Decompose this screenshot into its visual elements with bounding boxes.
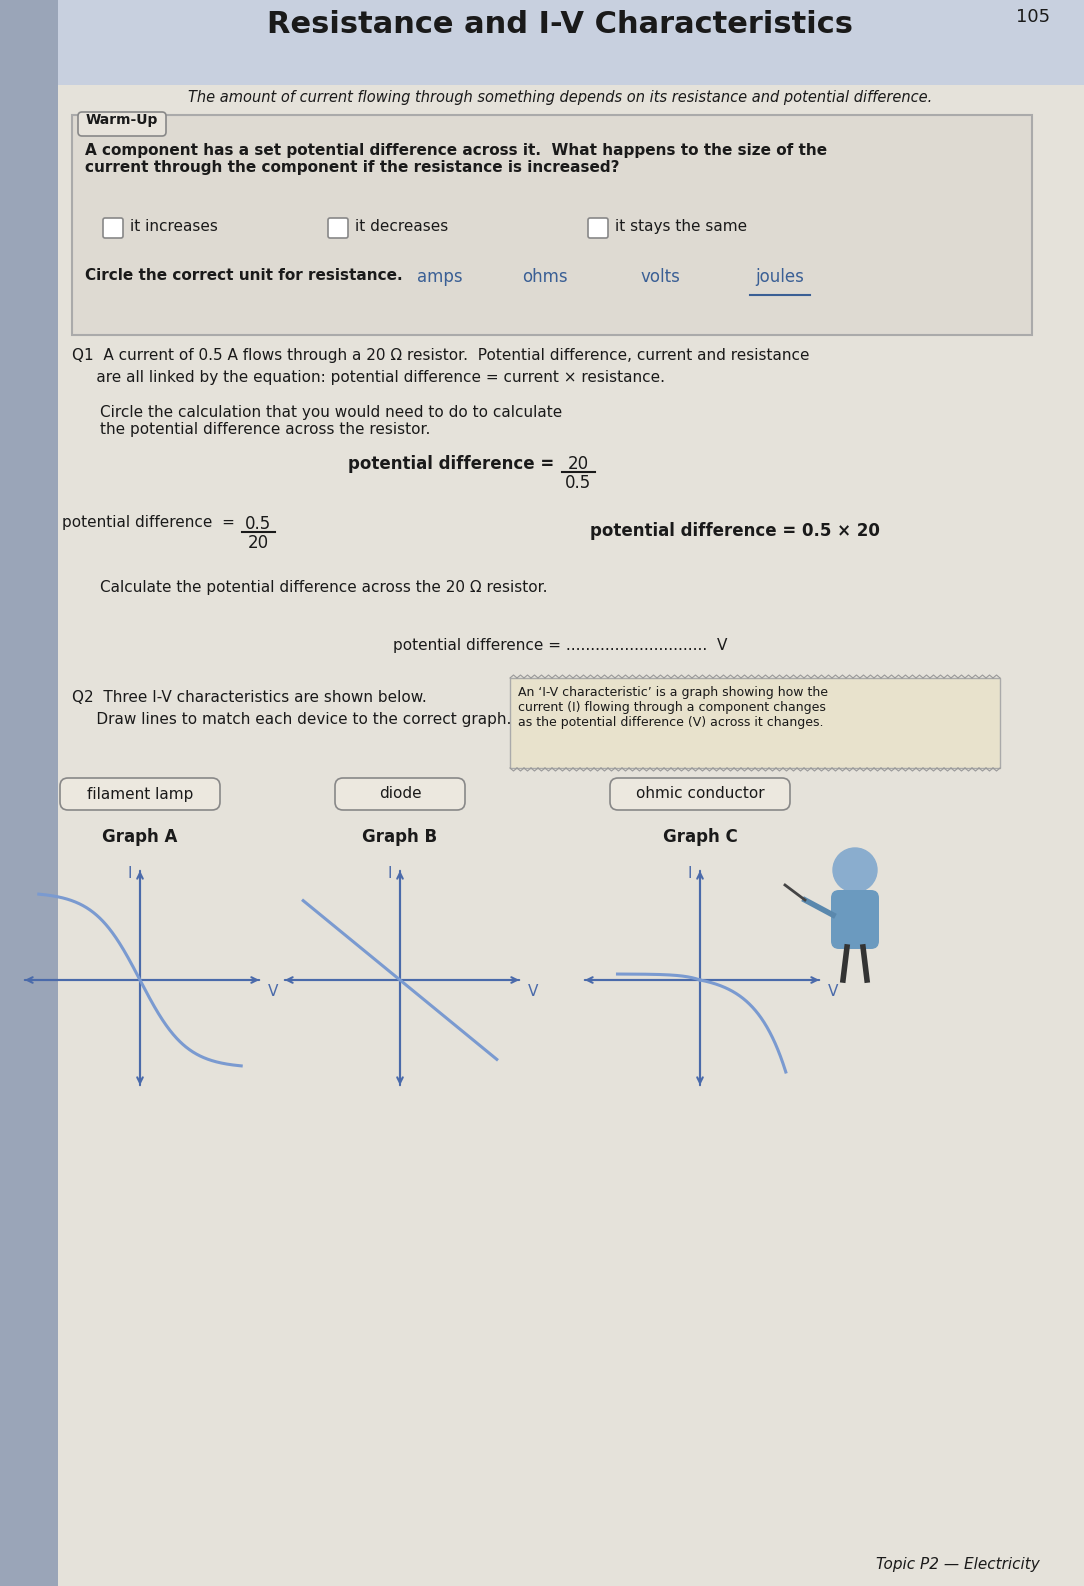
Text: Graph C: Graph C [662,828,737,845]
Text: potential difference = 0.5 × 20: potential difference = 0.5 × 20 [590,522,880,539]
Text: potential difference  =: potential difference = [62,515,240,530]
Text: it decreases: it decreases [354,219,449,235]
FancyBboxPatch shape [103,217,122,238]
Text: potential difference =: potential difference = [348,455,560,473]
Bar [59,0,1084,86]
Text: Warm-Up: Warm-Up [86,113,158,127]
Text: 20: 20 [567,455,589,473]
FancyBboxPatch shape [335,779,465,810]
Text: V: V [268,983,279,999]
Bar [0,0,59,1586]
Text: ohms: ohms [522,268,568,285]
Bar [509,677,1001,768]
Text: diode: diode [378,787,422,801]
Text: Calculate the potential difference across the 20 Ω resistor.: Calculate the potential difference acros… [100,580,547,595]
Text: it increases: it increases [130,219,218,235]
Text: 105: 105 [1016,8,1050,25]
Text: The amount of current flowing through something depends on its resistance and po: The amount of current flowing through so… [188,90,932,105]
Text: Resistance and I-V Characteristics: Resistance and I-V Characteristics [267,10,853,40]
Text: V: V [828,983,838,999]
Text: Circle the calculation that you would need to do to calculate
the potential diff: Circle the calculation that you would ne… [100,404,563,438]
Text: Circle the correct unit for resistance.: Circle the correct unit for resistance. [85,268,402,282]
Text: filament lamp: filament lamp [87,787,193,801]
Text: Draw lines to match each device to the correct graph.: Draw lines to match each device to the c… [72,712,512,726]
Text: An ‘I-V characteristic’ is a graph showing how the
current (I) flowing through a: An ‘I-V characteristic’ is a graph showi… [518,687,828,730]
Text: it stays the same: it stays the same [615,219,747,235]
Text: I: I [687,866,692,880]
Text: joules: joules [756,268,804,285]
Bar [72,116,1032,335]
Text: are all linked by the equation: potential difference = current × resistance.: are all linked by the equation: potentia… [72,370,664,385]
FancyBboxPatch shape [328,217,348,238]
Text: 0.5: 0.5 [245,515,271,533]
Text: I: I [387,866,392,880]
Bar [72,116,1032,335]
Text: Q1  A current of 0.5 A flows through a 20 Ω resistor.  Potential difference, cur: Q1 A current of 0.5 A flows through a 20… [72,347,810,363]
Text: 20: 20 [247,534,269,552]
Text: Q2  Three I-V characteristics are shown below.: Q2 Three I-V characteristics are shown b… [72,690,427,706]
FancyBboxPatch shape [588,217,608,238]
FancyBboxPatch shape [610,779,790,810]
Text: A component has a set potential difference across it.  What happens to the size : A component has a set potential differen… [85,143,827,176]
Text: amps: amps [417,268,463,285]
Text: Topic P2 — Electricity: Topic P2 — Electricity [876,1557,1040,1572]
Text: Graph B: Graph B [362,828,438,845]
FancyBboxPatch shape [78,113,166,136]
FancyBboxPatch shape [831,890,879,948]
Text: V: V [528,983,539,999]
Text: I: I [128,866,132,880]
Text: 0.5: 0.5 [565,474,591,492]
Text: potential difference = .............................  V: potential difference = .................… [392,638,727,653]
FancyBboxPatch shape [60,779,220,810]
Text: volts: volts [640,268,680,285]
Text: ohmic conductor: ohmic conductor [635,787,764,801]
Text: Graph A: Graph A [102,828,178,845]
Circle shape [833,849,877,891]
